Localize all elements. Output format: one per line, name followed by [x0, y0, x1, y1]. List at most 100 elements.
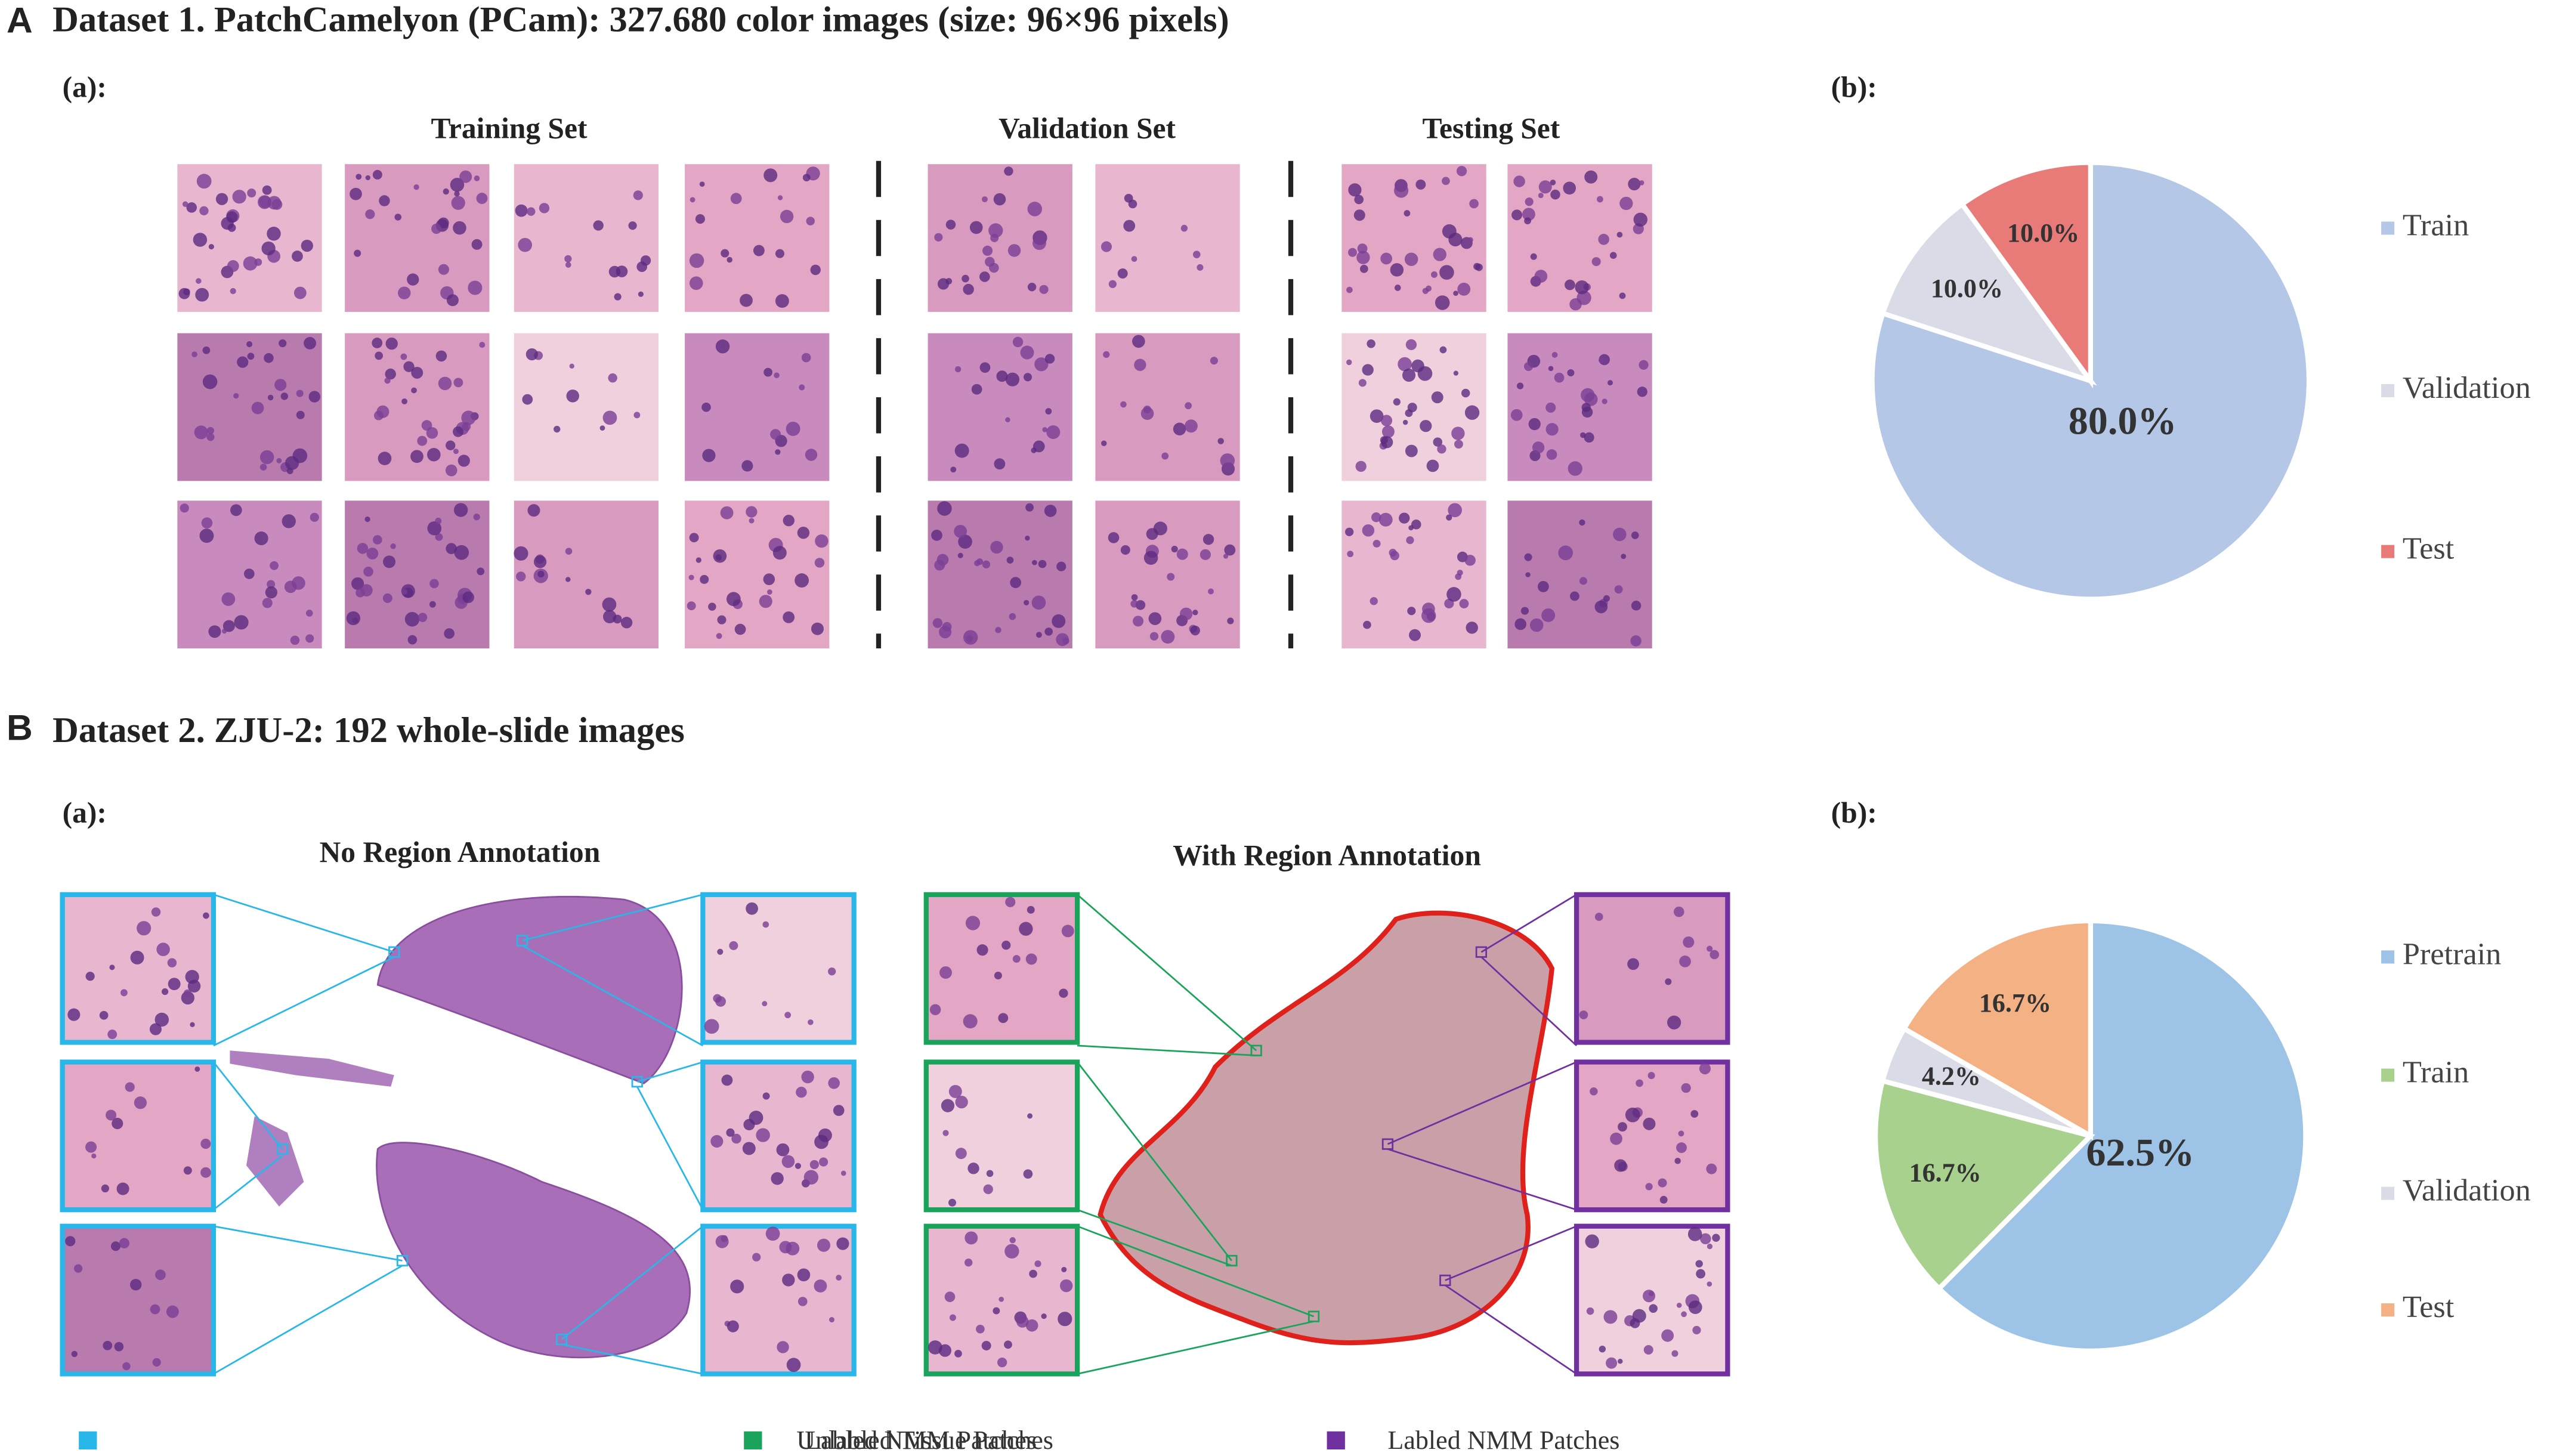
nucleus — [817, 1238, 831, 1252]
nucleus — [721, 249, 729, 258]
nucleus — [1103, 351, 1110, 358]
nucleus — [1389, 549, 1397, 557]
nucleus — [363, 567, 373, 577]
pie-slice — [1880, 200, 2097, 386]
nucleus — [805, 449, 818, 461]
nucleus — [230, 288, 236, 295]
nucleus — [784, 1012, 792, 1019]
nucleus — [137, 921, 152, 936]
nucleus — [1404, 210, 1411, 217]
nucleus — [1393, 398, 1401, 406]
nucleus — [988, 223, 1003, 238]
nucleus — [468, 280, 483, 295]
nucleus — [1665, 978, 1672, 985]
nucleus — [450, 178, 465, 192]
nucleus — [689, 276, 703, 290]
nucleus — [955, 1095, 968, 1109]
nucleus — [264, 353, 274, 363]
nucleus — [1630, 1318, 1640, 1328]
nucleus — [687, 601, 696, 611]
nucleus — [473, 514, 480, 521]
nucleus — [633, 412, 641, 419]
nucleus — [565, 577, 571, 582]
nucleus — [981, 196, 988, 203]
nucleus — [407, 273, 419, 286]
nucleus — [221, 629, 227, 634]
nucleus — [1042, 427, 1047, 432]
value-label: 80.0% — [2069, 400, 2177, 443]
roi — [388, 946, 400, 958]
nucleus — [1045, 408, 1052, 415]
nucleus — [1446, 587, 1461, 602]
tissue-patch — [923, 892, 1080, 1045]
nucleus — [989, 262, 999, 273]
nucleus — [599, 425, 605, 431]
nucleus — [746, 902, 758, 915]
nucleus — [740, 293, 753, 307]
nucleus — [753, 245, 765, 256]
nucleus — [1108, 532, 1120, 543]
nucleus — [365, 175, 370, 181]
nucleus — [950, 466, 957, 473]
nucleus — [356, 588, 365, 598]
nucleus — [1457, 570, 1463, 576]
nucleus — [1545, 402, 1556, 413]
nucleus — [931, 530, 942, 541]
nucleus — [411, 387, 417, 394]
nucleus — [1585, 1234, 1599, 1248]
nucleus — [168, 978, 181, 991]
nucleus — [1459, 599, 1469, 608]
nucleus — [1614, 1159, 1627, 1172]
nucleus — [836, 1275, 842, 1281]
tissue-patch — [685, 164, 830, 312]
nucleus — [954, 443, 969, 458]
nucleus — [797, 526, 810, 539]
nucleus — [979, 271, 990, 282]
nucleus — [814, 558, 825, 568]
nucleus — [689, 533, 699, 543]
nucleus — [457, 455, 470, 467]
nucleus — [1649, 1291, 1654, 1297]
nucleus — [477, 567, 485, 576]
nucleus — [357, 543, 369, 554]
nucleus — [702, 449, 716, 462]
nucleus — [815, 534, 829, 548]
tissue-patch — [1341, 333, 1486, 481]
nucleus — [1550, 189, 1560, 200]
nucleus — [1025, 503, 1034, 512]
nucleus — [1131, 594, 1138, 601]
nucleus — [731, 1133, 741, 1144]
nucleus — [699, 181, 705, 187]
nucleus — [955, 1148, 967, 1160]
nucleus — [1642, 1290, 1656, 1303]
nucleus — [114, 1341, 124, 1352]
tissue-patch — [177, 333, 322, 481]
nucleus — [454, 191, 460, 197]
nucleus — [1598, 233, 1609, 245]
nucleus — [1024, 599, 1030, 605]
nucleus — [1006, 557, 1014, 564]
nucleus — [262, 598, 273, 608]
nucleus — [1120, 545, 1130, 555]
nucleus — [1005, 897, 1016, 907]
pie-slice — [1900, 918, 2093, 1140]
nucleus — [1575, 280, 1589, 295]
nucleus — [1569, 298, 1582, 311]
subpanel-label: (b): — [1831, 71, 1877, 104]
nucleus — [1033, 236, 1046, 251]
nucleus — [814, 1134, 829, 1149]
nucleus — [390, 543, 396, 549]
nucleus — [1567, 369, 1575, 377]
nucleus — [810, 264, 821, 276]
nucleus — [1431, 391, 1443, 404]
nucleus — [446, 294, 459, 307]
legend-swatch — [2381, 1068, 2395, 1082]
nucleus — [730, 193, 742, 205]
nucleus — [1023, 1169, 1033, 1179]
value-label: 10.0% — [2007, 218, 2079, 248]
nucleus — [628, 221, 637, 230]
legend-swatch — [2381, 384, 2395, 397]
tissue-patch — [1574, 1223, 1730, 1377]
nucleus — [350, 187, 362, 200]
nucleus — [305, 610, 313, 617]
